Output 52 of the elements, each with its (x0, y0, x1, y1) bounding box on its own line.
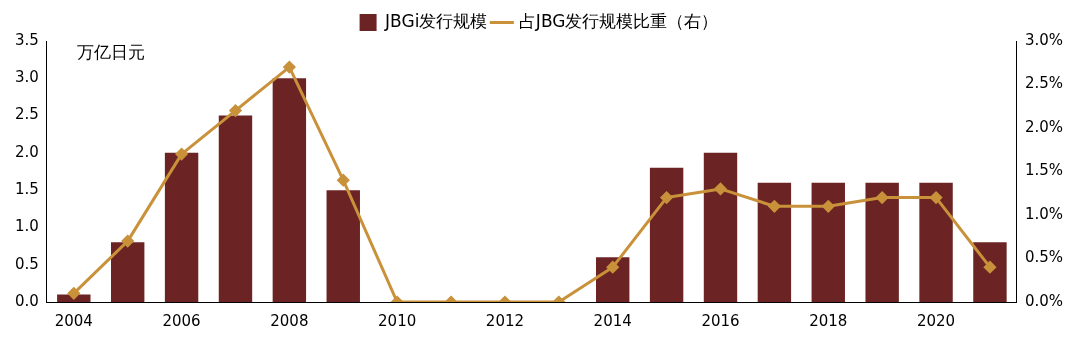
point (983, 261, 996, 274)
x-tick-label: 2014 (593, 311, 632, 330)
y-tick-label: 0.5 (15, 254, 39, 273)
point (67, 287, 80, 300)
bar (110, 242, 145, 302)
x-tick-label: 2012 (485, 311, 525, 330)
point (660, 191, 673, 204)
y2-tick-label: 0.5% (1024, 248, 1063, 267)
point (175, 148, 188, 161)
bar (919, 182, 953, 302)
point (606, 261, 619, 274)
y2-tick-label: 2.5% (1024, 74, 1063, 93)
point (337, 174, 350, 187)
bar (865, 182, 899, 302)
point (229, 104, 242, 117)
x-tick-label: 2020 (916, 311, 956, 330)
point (714, 182, 727, 195)
x-tick-label: 2006 (162, 311, 201, 330)
x-tick-label: 2008 (270, 311, 309, 330)
bar (757, 182, 792, 302)
bar (272, 78, 307, 302)
x-tick-label: 2010 (378, 311, 417, 330)
x-tick-label: 2004 (54, 311, 93, 330)
y-axis-title: 万亿日元 (76, 41, 145, 62)
y-tick-label: 1.0 (15, 217, 39, 236)
point (930, 191, 943, 204)
legend-label: JBGi发行规模 (384, 10, 488, 31)
bar (218, 115, 253, 302)
y-tick-label: 2.0 (15, 142, 39, 161)
point (822, 200, 835, 213)
y-tick-label: 2.5 (15, 105, 39, 124)
y-tick-label: 3.5 (15, 30, 39, 49)
bar (811, 182, 845, 302)
y2-tick-label: 1.0% (1024, 204, 1063, 223)
y2-tick-label: 3.0% (1024, 30, 1063, 49)
bar (164, 152, 199, 302)
point (283, 61, 296, 74)
y2-tick-label: 1.5% (1024, 161, 1063, 180)
legend-label: 占JBG发行规模比重（右） (518, 10, 719, 31)
y2-tick-label: 0.0% (1024, 291, 1063, 310)
x-tick-label: 2016 (701, 311, 740, 330)
point (121, 235, 134, 248)
bar (649, 167, 684, 302)
x-tick-label: 2018 (809, 311, 848, 330)
bar (326, 190, 360, 302)
bar (973, 242, 1007, 302)
y2-tick-label: 2.0% (1024, 117, 1063, 136)
y-tick-label: 0.0 (15, 291, 39, 310)
y-tick-label: 3.0 (15, 68, 39, 87)
y-tick-label: 1.5 (15, 180, 39, 199)
point (768, 200, 781, 213)
bar (703, 152, 738, 302)
